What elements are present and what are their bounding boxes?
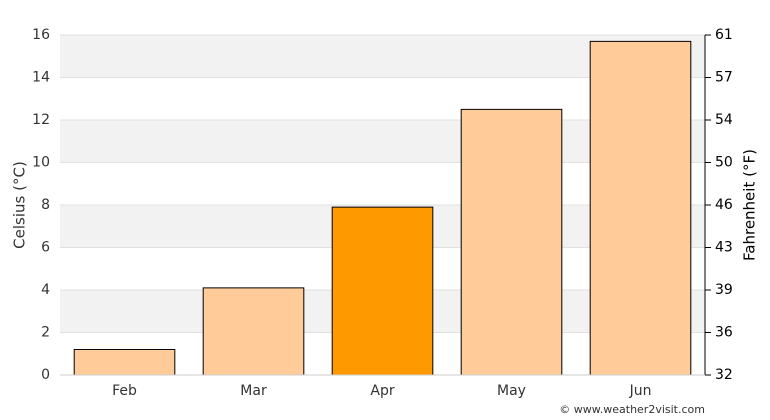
- y2-axis-label: Fahrenheit (°F): [741, 149, 759, 261]
- y-tick-label: 14: [32, 70, 50, 86]
- x-tick-label: Apr: [370, 383, 394, 399]
- x-tick-label: Mar: [240, 383, 267, 399]
- y2-tick-label: 39: [715, 282, 733, 298]
- y2-tick-label: 43: [715, 240, 733, 256]
- x-tick-label: Jun: [629, 383, 652, 399]
- y-tick-label: 4: [41, 282, 50, 298]
- y-tick-label: 6: [41, 240, 50, 256]
- y-tick-label: 12: [32, 112, 50, 128]
- bar: [460, 108, 563, 376]
- bar: [589, 40, 692, 376]
- y2-tick-label: 61: [715, 27, 733, 43]
- y2-tick-label: 54: [715, 112, 733, 128]
- y2-tick-label: 32: [715, 367, 733, 383]
- y2-tick-label: 57: [715, 70, 733, 86]
- y2-tick-label: 36: [715, 325, 733, 341]
- bar: [202, 287, 305, 376]
- bar: [73, 349, 176, 376]
- y2-tick-label: 50: [715, 155, 733, 171]
- bar: [331, 206, 434, 376]
- y-tick-label: 2: [41, 325, 50, 341]
- y-tick-label: 0: [41, 367, 50, 383]
- x-tick-label: May: [497, 383, 526, 399]
- credit: © www.weather2visit.com: [559, 403, 705, 416]
- y-axis-label: Celsius (°C): [11, 161, 29, 249]
- y-tick-label: 8: [41, 197, 50, 213]
- x-tick-label: Feb: [112, 383, 137, 399]
- y-tick-label: 16: [32, 27, 50, 43]
- y2-tick-label: 46: [715, 197, 733, 213]
- y-tick-label: 10: [32, 155, 50, 171]
